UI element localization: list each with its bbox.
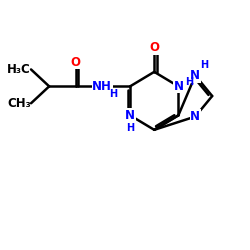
Text: NH: NH: [92, 80, 112, 93]
Text: H: H: [126, 123, 134, 133]
Text: H: H: [185, 77, 193, 87]
Text: O: O: [149, 41, 159, 54]
Text: H: H: [110, 89, 118, 99]
Text: N: N: [125, 109, 135, 122]
Text: O: O: [71, 56, 81, 69]
Text: CH₃: CH₃: [7, 97, 31, 110]
Text: N: N: [174, 80, 184, 93]
Text: H₃C: H₃C: [7, 63, 31, 76]
Text: N: N: [190, 110, 200, 123]
Text: H: H: [200, 60, 208, 70]
Text: N: N: [190, 69, 200, 82]
